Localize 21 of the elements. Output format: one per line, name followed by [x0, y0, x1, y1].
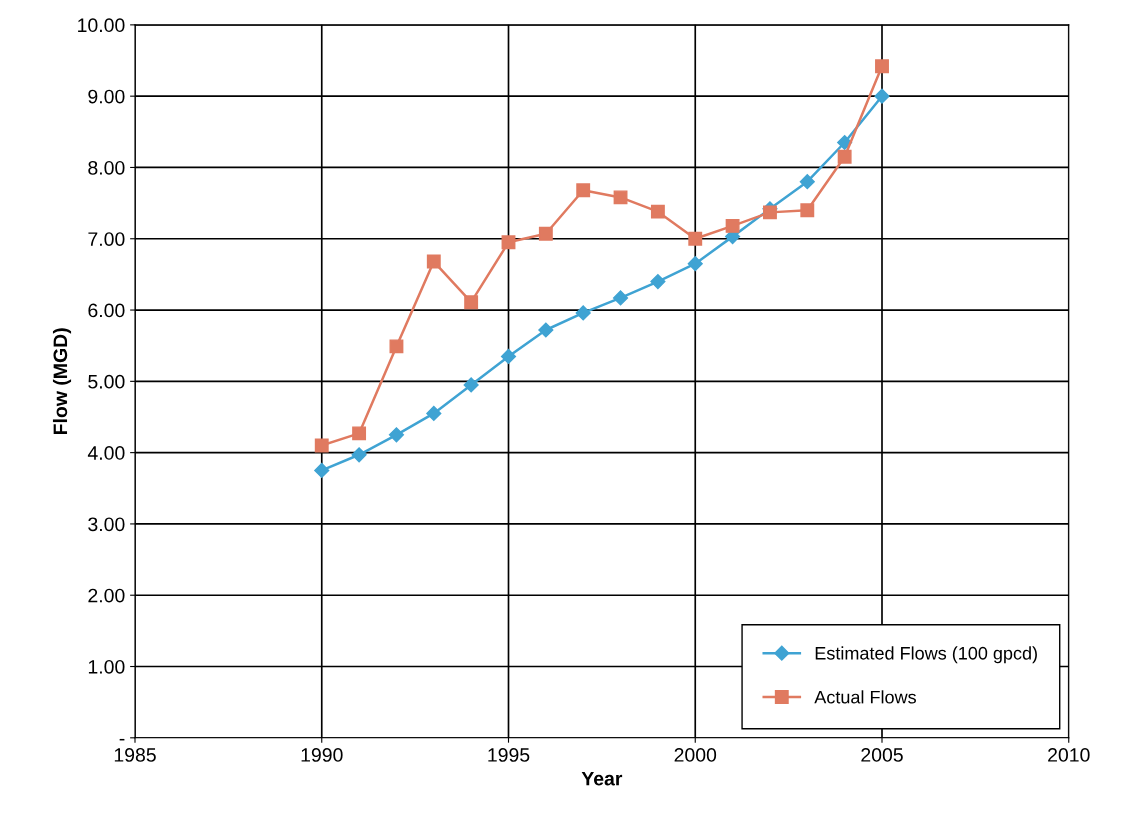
y-tick-label: 6.00 [88, 303, 125, 318]
y-tick-label: 10.00 [78, 18, 125, 33]
y-tick-label: 1.00 [88, 659, 125, 674]
y-tick-label: 3.00 [88, 517, 125, 532]
x-tick-label: 1990 [301, 748, 343, 762]
x-tick-label: 1995 [488, 748, 530, 762]
y-tick-label: 7.00 [88, 232, 125, 246]
y-axis-title: Flow (MGD) [52, 328, 72, 435]
x-tick-label: 2010 [1048, 748, 1090, 762]
x-axis-title: Year [581, 771, 623, 786]
y-tick-label: 5.00 [88, 374, 125, 389]
y-tick-label: 9.00 [88, 89, 125, 104]
legend-label: Estimated Flows (100 gpcd) [815, 646, 1037, 664]
y-tick-label: - [119, 738, 125, 741]
y-tick-label: 8.00 [88, 160, 125, 175]
x-tick-label: 1985 [114, 748, 156, 762]
x-tick-label: 2005 [861, 748, 903, 762]
legend-label: Actual Flows [814, 690, 916, 704]
y-tick-label: 2.00 [88, 588, 125, 603]
y-tick-label: 4.00 [87, 446, 125, 460]
x-tick-label: 2000 [674, 748, 717, 762]
